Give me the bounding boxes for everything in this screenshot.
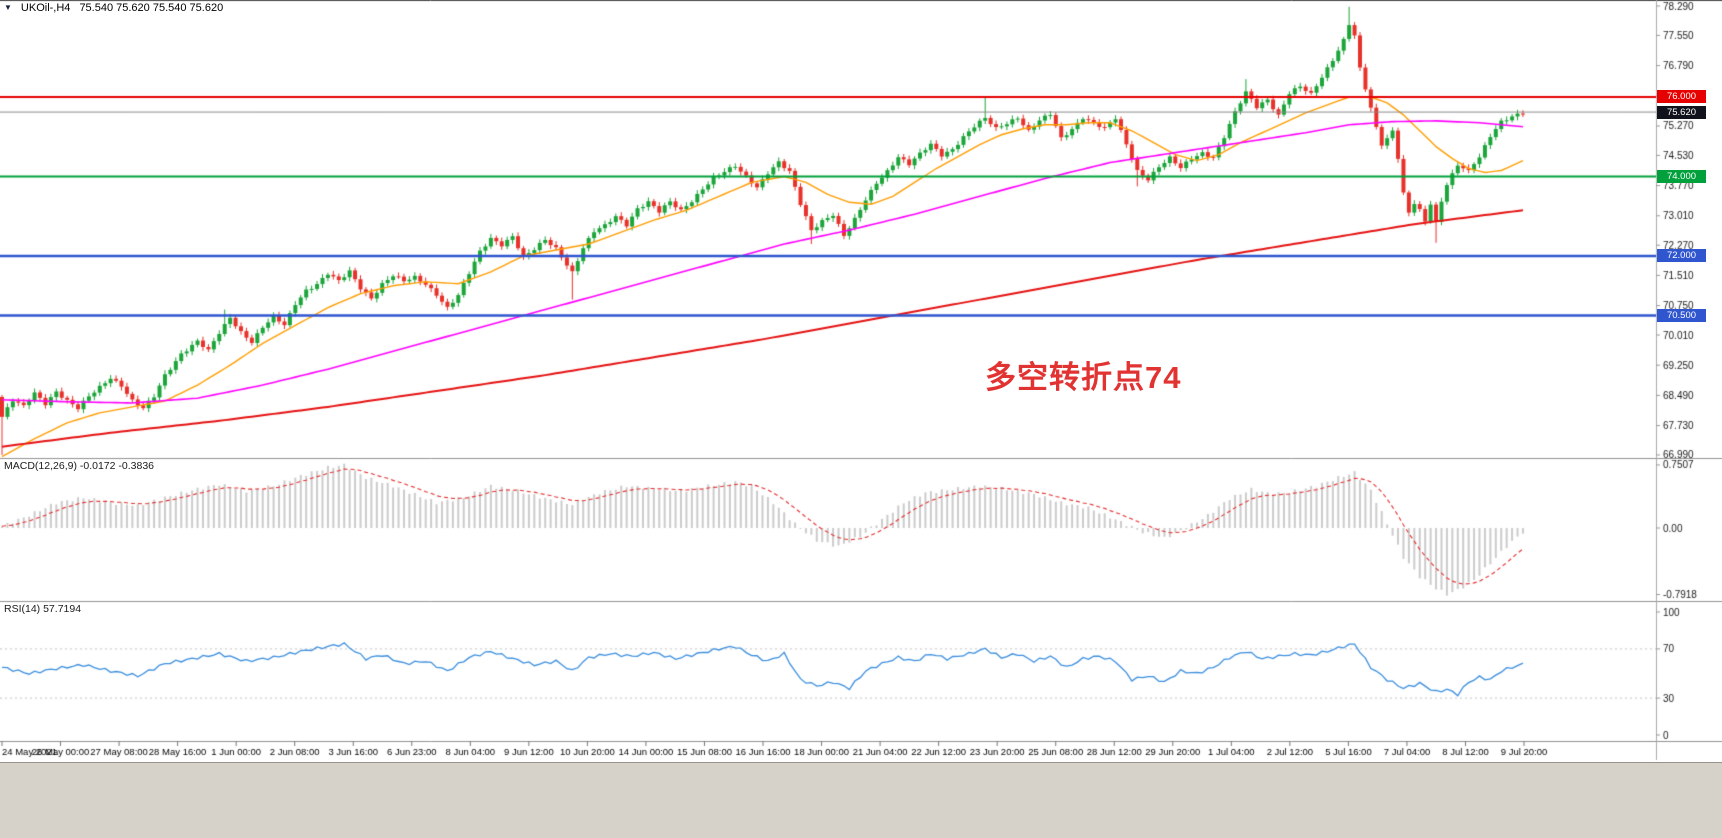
macd-indicator-label: MACD(12,26,9) -0.0172 -0.3836 <box>4 460 154 472</box>
price-tag-72.000[interactable]: 72.000 <box>1657 249 1706 263</box>
bottom-panel <box>0 762 1722 838</box>
price-tag-70.500[interactable]: 70.500 <box>1657 309 1706 323</box>
symbol-timeframe-label: UKOil-,H4 <box>20 2 71 14</box>
price-tag-74.000[interactable]: 74.000 <box>1657 169 1706 183</box>
rsi-indicator-label: RSI(14) 57.7194 <box>4 603 82 615</box>
price-tag-75.620: 75.620 <box>1657 105 1706 119</box>
chart-header: ▼ UKOil-,H4 75.540 75.620 75.540 75.620 <box>4 2 223 14</box>
chinese-annotation-text[interactable]: 多空转折点74 <box>985 360 1182 395</box>
ohlc-values: 75.540 75.620 75.540 75.620 <box>79 2 224 14</box>
price-tag-76.000[interactable]: 76.000 <box>1657 90 1706 104</box>
dropdown-triangle-icon[interactable]: ▼ <box>4 2 12 12</box>
